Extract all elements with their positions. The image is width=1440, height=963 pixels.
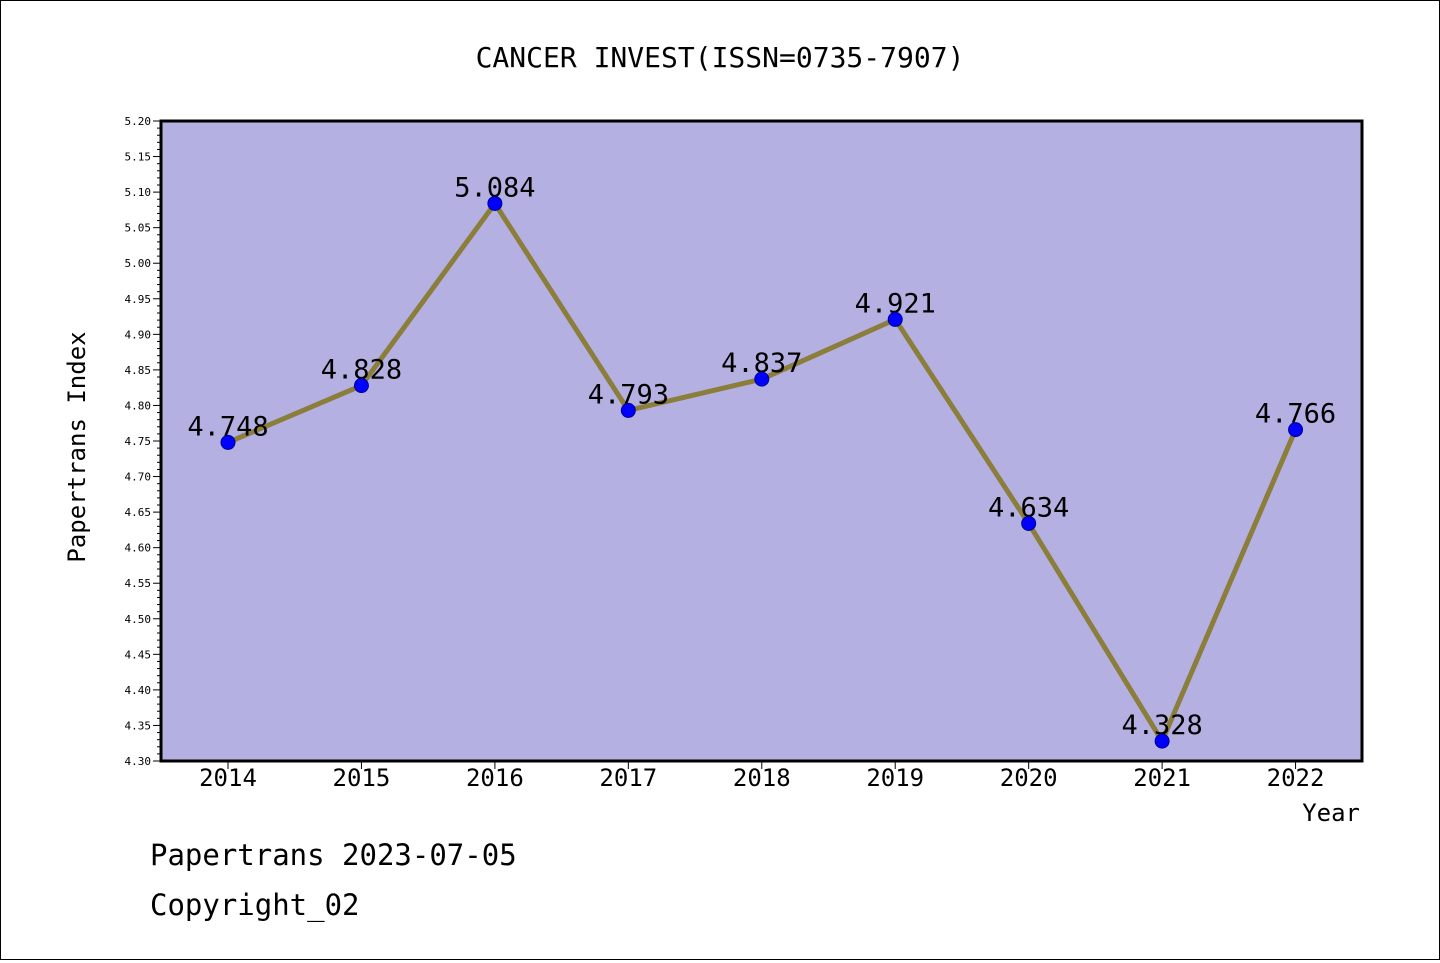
x-tick-label: 2018 xyxy=(733,764,791,792)
data-point xyxy=(1021,515,1037,531)
footer-copyright: Copyright_02 xyxy=(150,888,360,923)
data-point xyxy=(1154,733,1170,749)
x-tick-label: 2020 xyxy=(1000,764,1058,792)
y-tick-label: 4.30 xyxy=(125,755,152,768)
y-tick-label: 4.75 xyxy=(125,435,152,448)
y-tick-label: 4.60 xyxy=(125,542,152,555)
x-tick-label: 2022 xyxy=(1267,764,1325,792)
y-tick-label: 4.95 xyxy=(125,293,152,306)
data-point xyxy=(1288,422,1304,438)
data-point xyxy=(487,195,503,211)
y-tick-label: 4.50 xyxy=(125,613,152,626)
plot-border xyxy=(159,119,1364,763)
x-tick-label: 2017 xyxy=(599,764,657,792)
y-tick-label: 5.00 xyxy=(125,257,152,270)
x-tick-label: 2015 xyxy=(333,764,391,792)
y-tick-label: 4.40 xyxy=(125,684,152,697)
y-axis: 4.30 4.35 4.40 4.45 4.50 4.55 4.60 4.65 4.70 4.75… xyxy=(125,115,161,768)
data-point xyxy=(887,311,903,327)
data-point xyxy=(220,434,236,450)
y-tick-label: 5.15 xyxy=(125,151,152,164)
x-axis-label: Year xyxy=(1302,799,1360,827)
chart-title: CANCER INVEST(ISSN=0735-7907) xyxy=(476,41,965,74)
y-tick-label: 5.10 xyxy=(125,186,152,199)
x-axis: 2014 2015 2016 2017 2018 2019 2020 2021 2022 xyxy=(199,761,1324,792)
x-tick-label: 2014 xyxy=(199,764,257,792)
y-axis-label: Papertrans Index xyxy=(63,331,91,562)
y-tick-label: 5.05 xyxy=(125,222,152,235)
x-tick-label: 2016 xyxy=(466,764,524,792)
y-tick-label: 4.90 xyxy=(125,328,152,341)
data-point xyxy=(620,402,636,418)
y-tick-label: 4.65 xyxy=(125,506,152,519)
data-point xyxy=(754,371,770,387)
y-tick-label: 4.45 xyxy=(125,648,152,661)
plot-area xyxy=(161,121,1362,761)
data-point xyxy=(353,378,369,394)
y-tick-label: 4.70 xyxy=(125,471,152,484)
series-group: 4.7484.8285.0844.7934.8374.9214.6344.328… xyxy=(187,172,1336,749)
y-tick-label: 4.85 xyxy=(125,364,152,377)
y-tick-label: 4.35 xyxy=(125,719,152,732)
x-tick-label: 2021 xyxy=(1133,764,1191,792)
x-tick-label: 2019 xyxy=(866,764,924,792)
footer-date: Papertrans 2023-07-05 xyxy=(150,838,517,872)
y-tick-label: 4.80 xyxy=(125,399,152,412)
y-tick-label: 5.20 xyxy=(125,115,152,128)
y-tick-label: 4.55 xyxy=(125,577,152,590)
